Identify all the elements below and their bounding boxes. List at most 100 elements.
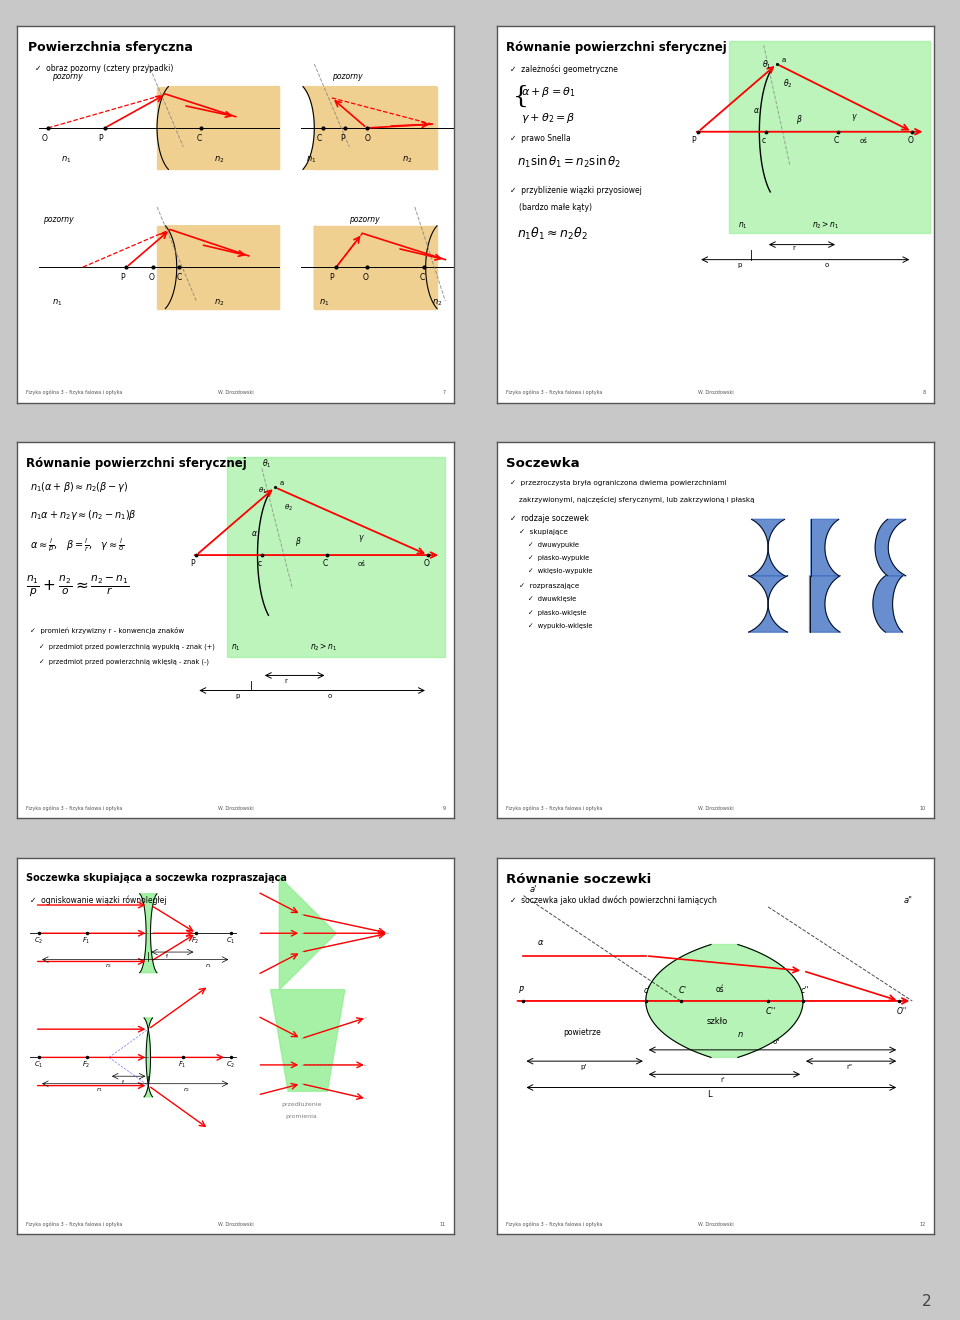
Text: P: P bbox=[120, 273, 125, 282]
Text: O: O bbox=[365, 135, 371, 143]
Polygon shape bbox=[271, 990, 345, 1092]
Text: ✓  przedmiot przed powierzchnią wklęsłą - znak (-): ✓ przedmiot przed powierzchnią wklęsłą -… bbox=[39, 659, 209, 665]
Bar bbox=[314, 226, 437, 309]
Text: promienia: promienia bbox=[285, 1114, 317, 1118]
Polygon shape bbox=[873, 576, 902, 632]
Text: (bardzo małe kąty): (bardzo małe kąty) bbox=[519, 203, 592, 213]
Text: $n_1 \sin\theta_1 = n_2 \sin\theta_2$: $n_1 \sin\theta_1 = n_2 \sin\theta_2$ bbox=[516, 154, 621, 170]
Text: $n_1$: $n_1$ bbox=[305, 154, 316, 165]
Text: $n_2 > n_1$: $n_2 > n_1$ bbox=[310, 642, 338, 652]
Text: przedłużenie: przedłużenie bbox=[281, 1102, 322, 1107]
Text: $C_1$: $C_1$ bbox=[34, 1060, 43, 1071]
Text: powietrze: powietrze bbox=[563, 1028, 601, 1036]
Text: Fizyka ogólna 3 – fizyka falowa i optyka: Fizyka ogólna 3 – fizyka falowa i optyka bbox=[506, 1221, 602, 1226]
Text: f: f bbox=[166, 953, 168, 958]
Text: Soczewka: Soczewka bbox=[506, 457, 580, 470]
Bar bbox=[227, 457, 445, 656]
Text: O: O bbox=[423, 560, 429, 569]
Text: o: o bbox=[327, 693, 331, 700]
Polygon shape bbox=[809, 576, 840, 632]
Text: ✓  skupiające: ✓ skupiające bbox=[519, 529, 568, 535]
Text: $n_1$: $n_1$ bbox=[231, 642, 241, 652]
Text: $\gamma$: $\gamma$ bbox=[852, 112, 858, 123]
Text: p: p bbox=[236, 693, 240, 700]
Text: {: { bbox=[513, 84, 528, 108]
Text: $n_1$: $n_1$ bbox=[319, 298, 329, 309]
Text: $\beta$: $\beta$ bbox=[295, 535, 301, 548]
Text: ✓  płasko-wklęsłe: ✓ płasko-wklęsłe bbox=[528, 610, 587, 615]
Text: $C_2$: $C_2$ bbox=[34, 936, 43, 946]
Text: ✓  dwuwklęsłe: ✓ dwuwklęsłe bbox=[528, 597, 576, 602]
Text: O'': O'' bbox=[897, 1007, 907, 1016]
Polygon shape bbox=[314, 226, 437, 309]
Text: $n_1$: $n_1$ bbox=[737, 220, 747, 231]
Text: oś: oś bbox=[358, 561, 366, 568]
Text: p': p' bbox=[580, 1064, 587, 1069]
Text: $n_2$: $n_2$ bbox=[432, 298, 443, 309]
Text: $n_2 > n_1$: $n_2 > n_1$ bbox=[812, 219, 839, 231]
Bar bbox=[157, 226, 279, 309]
Text: C: C bbox=[833, 136, 839, 145]
Text: $r_2$: $r_2$ bbox=[183, 1085, 190, 1094]
Text: r': r' bbox=[720, 1077, 725, 1082]
Polygon shape bbox=[749, 576, 788, 632]
Text: 8: 8 bbox=[923, 391, 925, 395]
Text: oś: oś bbox=[860, 139, 868, 144]
Text: Równanie powierzchni sferycznej: Równanie powierzchni sferycznej bbox=[506, 41, 727, 54]
Text: pozorny: pozorny bbox=[52, 73, 83, 81]
Text: $\gamma + \theta_2 = \beta$: $\gamma + \theta_2 = \beta$ bbox=[521, 111, 576, 125]
Text: $r_1$: $r_1$ bbox=[205, 961, 212, 970]
Text: Równanie powierzchni sferycznej: Równanie powierzchni sferycznej bbox=[26, 457, 247, 470]
Text: 12: 12 bbox=[919, 1222, 925, 1226]
Text: $F_2$: $F_2$ bbox=[82, 1060, 90, 1071]
Text: O: O bbox=[41, 135, 47, 143]
Text: $C_2$: $C_2$ bbox=[226, 1060, 235, 1071]
Text: O: O bbox=[362, 273, 369, 282]
Polygon shape bbox=[165, 226, 279, 309]
Polygon shape bbox=[646, 945, 803, 1057]
Text: ✓  zależności geometryczne: ✓ zależności geometryczne bbox=[511, 63, 618, 74]
Text: pozorny: pozorny bbox=[43, 215, 74, 224]
Bar bbox=[157, 87, 279, 169]
Text: 11: 11 bbox=[439, 1222, 445, 1226]
Text: Fizyka ogólna 3 – fizyka falowa i optyka: Fizyka ogólna 3 – fizyka falowa i optyka bbox=[26, 389, 122, 395]
Text: ✓  ogniskowanie wiązki równoległej: ✓ ogniskowanie wiązki równoległej bbox=[31, 895, 167, 906]
Text: P: P bbox=[691, 136, 696, 145]
Text: $n_1\theta_1 \approx n_2\theta_2$: $n_1\theta_1 \approx n_2\theta_2$ bbox=[516, 226, 588, 242]
Text: ✓  wklęsło-wypukłe: ✓ wklęsło-wypukłe bbox=[528, 568, 592, 574]
Text: a": a" bbox=[903, 896, 913, 906]
Text: r: r bbox=[793, 246, 796, 251]
Text: c: c bbox=[257, 560, 262, 569]
Text: a: a bbox=[781, 57, 785, 63]
Text: $C_1$: $C_1$ bbox=[226, 936, 235, 946]
Polygon shape bbox=[876, 519, 906, 576]
Text: W. Drozdowski: W. Drozdowski bbox=[698, 391, 733, 395]
Text: a': a' bbox=[530, 884, 538, 894]
Text: c: c bbox=[761, 136, 766, 145]
Text: Fizyka ogólna 3 – fizyka falowa i optyka: Fizyka ogólna 3 – fizyka falowa i optyka bbox=[506, 389, 602, 395]
Text: r: r bbox=[284, 678, 287, 684]
Text: C: C bbox=[420, 273, 424, 282]
Polygon shape bbox=[811, 519, 839, 576]
Polygon shape bbox=[752, 519, 784, 576]
Text: P: P bbox=[98, 135, 103, 143]
Text: W. Drozdowski: W. Drozdowski bbox=[218, 807, 253, 810]
Text: c': c' bbox=[643, 986, 650, 995]
Text: C'': C'' bbox=[766, 1007, 777, 1016]
Polygon shape bbox=[139, 894, 157, 973]
Text: ✓  wypukło-wklęsłe: ✓ wypukło-wklęsłe bbox=[528, 623, 592, 628]
Text: W. Drozdowski: W. Drozdowski bbox=[218, 1222, 253, 1226]
Text: $n_2$: $n_2$ bbox=[401, 154, 412, 165]
Text: $n_1\alpha + n_2\gamma \approx (n_2-n_1)\beta$: $n_1\alpha + n_2\gamma \approx (n_2-n_1)… bbox=[31, 508, 137, 521]
Text: $\alpha$: $\alpha$ bbox=[753, 106, 759, 115]
Text: $\alpha \approx \frac{l}{p}$,   $\beta = \frac{l}{r}$,   $\gamma \approx \frac{l: $\alpha \approx \frac{l}{p}$, $\beta = \… bbox=[31, 536, 125, 553]
Text: Równanie soczewki: Równanie soczewki bbox=[506, 873, 651, 886]
Text: $\theta_1$: $\theta_1$ bbox=[262, 458, 272, 470]
Text: $\beta$: $\beta$ bbox=[797, 114, 804, 127]
Polygon shape bbox=[157, 87, 279, 169]
Text: Fizyka ogólna 3 – fizyka falowa i optyka: Fizyka ogólna 3 – fizyka falowa i optyka bbox=[26, 1221, 122, 1226]
Text: Fizyka ogólna 3 – fizyka falowa i optyka: Fizyka ogólna 3 – fizyka falowa i optyka bbox=[26, 805, 122, 810]
Text: $\alpha$: $\alpha$ bbox=[251, 529, 258, 539]
Text: $\gamma$: $\gamma$ bbox=[358, 533, 365, 544]
Text: ✓  obraz pozorny (cztery przypadki): ✓ obraz pozorny (cztery przypadki) bbox=[35, 63, 173, 73]
